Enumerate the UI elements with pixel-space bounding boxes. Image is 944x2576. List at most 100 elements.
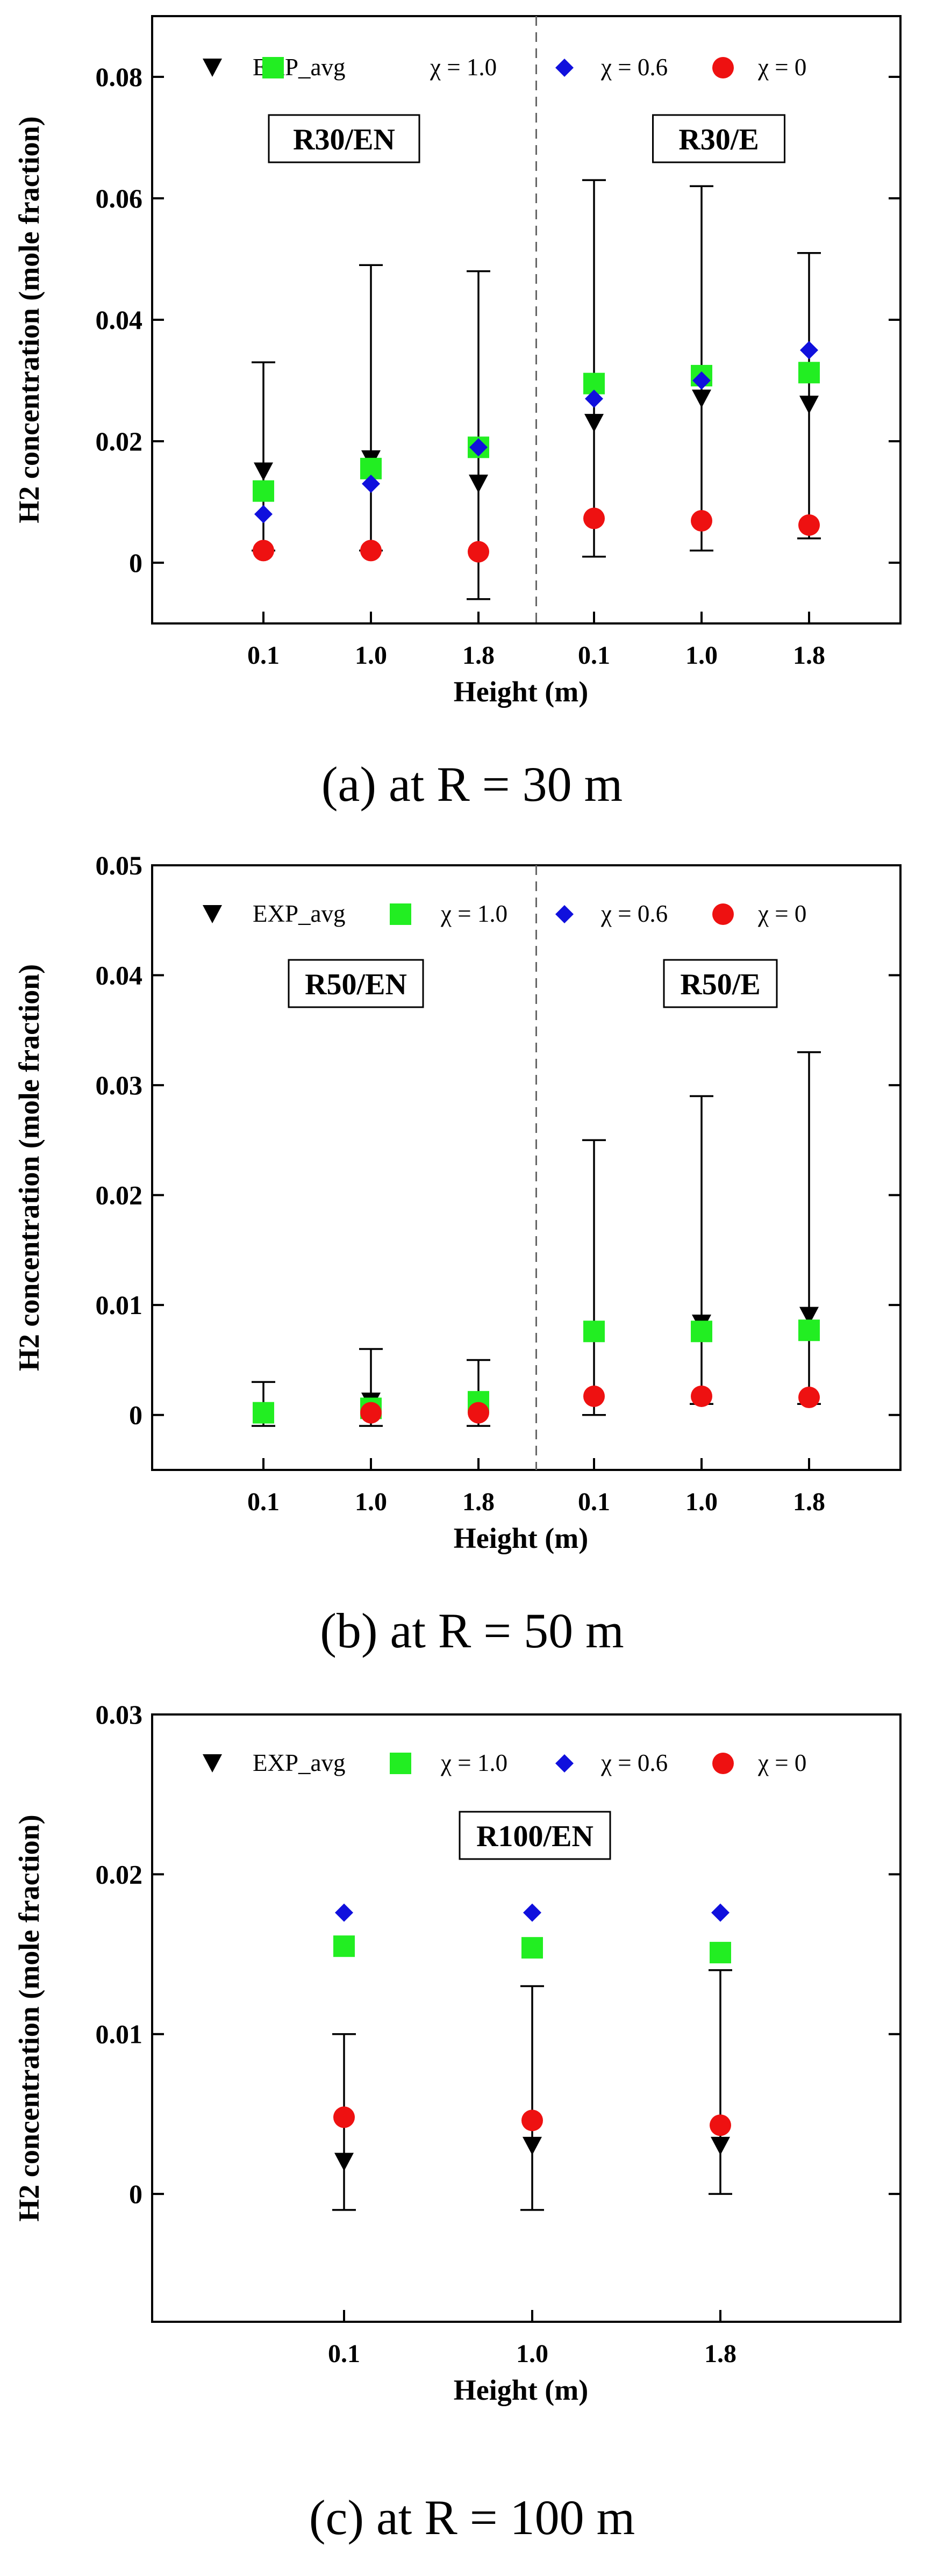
chart-panel-2: 0 0.01 0.02 0.03 0.04 0.05 0.1 1.0 1.8 0.1 1.0 1.8 H… [13, 850, 902, 1658]
data-point-exp [711, 2136, 730, 2155]
data-point-chi0 [333, 2106, 355, 2128]
legend-marker-exp [203, 1754, 222, 1773]
x-tick-label: 0.1 [578, 1488, 610, 1516]
region-label: R30/E [678, 123, 759, 156]
y-tick-label: 0 [129, 2179, 142, 2209]
data-point-chi06 [254, 505, 273, 523]
legend-label-chi06: χ = 0.6 [600, 900, 668, 927]
legend-marker-chi0 [712, 1753, 734, 1774]
legend-label-chi06: χ = 0.6 [600, 54, 668, 81]
legend-label-exp: EXP_avg [253, 1749, 346, 1776]
data-point-exp [334, 2152, 354, 2171]
x-tick-label: 0.1 [328, 2340, 360, 2368]
data-point-chi10 [253, 1402, 274, 1424]
y-axis-title: H2 concentration (mole fraction) [13, 116, 45, 523]
chart-panel-3: 0 0.01 0.02 0.03 0.1 1.0 1.8 Height (m) H2 conce… [13, 1699, 902, 2545]
region-label-box [459, 1811, 611, 1860]
data-point-chi0 [360, 1402, 382, 1424]
legend-marker-chi10 [390, 903, 411, 925]
y-tick-label: 0.02 [96, 1859, 143, 1889]
legend-label-chi10: χ = 1.0 [440, 900, 507, 927]
x-tick-label: 1.8 [793, 641, 825, 670]
x-tick-label: 1.8 [704, 2340, 736, 2368]
y-axis-title: H2 concentration (mole fraction) [13, 964, 45, 1371]
x-tick-label: 1.0 [355, 1488, 387, 1516]
data-point-chi0 [468, 1402, 489, 1424]
x-tick-label: 1.8 [462, 1488, 495, 1516]
data-point-chi0 [253, 540, 274, 562]
legend-label-exp: EXP_avg [253, 900, 346, 927]
legend-label-chi0: χ = 0 [757, 54, 806, 81]
data-point-chi06 [469, 438, 488, 457]
data-point-chi06 [800, 341, 818, 360]
data-point-chi0 [468, 541, 489, 563]
x-tick-label: 1.0 [516, 2340, 548, 2368]
y-tick-label: 0.08 [96, 62, 143, 92]
y-tick-label: 0 [129, 1400, 142, 1430]
data-point-chi10 [691, 1321, 712, 1343]
data-point-chi0 [691, 510, 712, 532]
x-axis-title: Height (m) [454, 2374, 588, 2406]
y-tick-label: 0.04 [96, 960, 143, 991]
data-point-exp [799, 396, 819, 414]
data-point-chi10 [798, 1319, 820, 1341]
x-tick-label: 0.1 [247, 1488, 280, 1516]
data-point-exp [523, 2136, 542, 2155]
region-label: R50/EN [305, 968, 407, 1001]
data-point-chi10 [521, 1937, 543, 1959]
y-tick-label: 0.03 [96, 1070, 143, 1100]
legend-marker-chi10 [390, 1753, 411, 1774]
data-point-chi0 [360, 540, 382, 562]
y-tick-label: 0.02 [96, 1180, 143, 1210]
legend-label-chi10: χ = 1.0 [440, 1749, 507, 1776]
panel-caption: (c) at R = 100 m [309, 2490, 635, 2545]
x-axis-title: Height (m) [454, 1522, 588, 1554]
legend-label-chi10: χ = 1.0 [430, 54, 497, 81]
data-point-chi06 [711, 1903, 730, 1922]
x-tick-label: 0.1 [578, 641, 610, 670]
data-point-exp [692, 389, 711, 408]
chart-panel-1: 0 0.02 0.04 0.06 0.08 0.1 1.0 1.8 0.1 1.0 1.8 Heigh… [13, 15, 902, 812]
region-label-box [268, 114, 420, 163]
data-point-chi0 [583, 1385, 605, 1407]
region-label-box [288, 959, 424, 1008]
x-tick-label: 1.8 [462, 641, 495, 670]
legend-label-chi0: χ = 0 [757, 1749, 806, 1776]
legend-label-chi06: χ = 0.6 [600, 1749, 668, 1776]
legend-marker-chi06 [555, 1754, 574, 1773]
data-point-chi10 [333, 1935, 355, 1957]
x-tick-label: 1.0 [685, 1488, 718, 1516]
data-point-chi0 [583, 507, 605, 529]
legend-marker-chi10 [262, 57, 284, 78]
data-point-chi0 [691, 1385, 712, 1407]
panel-caption: (a) at R = 30 m [321, 757, 623, 812]
y-axis-title: H2 concentration (mole fraction) [13, 1814, 45, 2221]
y-tick-label: 0.04 [96, 305, 143, 335]
region-label-box [663, 959, 778, 1008]
legend-marker-chi06 [555, 905, 574, 923]
legend-marker-chi06 [555, 59, 574, 77]
region-label: R30/EN [293, 123, 395, 156]
y-tick-label: 0 [129, 548, 142, 578]
data-point-chi06 [692, 371, 711, 390]
y-tick-label: 0.01 [96, 1290, 143, 1320]
legend-label-chi0: χ = 0 [757, 900, 806, 927]
data-point-chi10 [798, 362, 820, 384]
y-tick-label: 0.05 [96, 850, 143, 880]
y-tick-label: 0.02 [96, 426, 143, 456]
data-point-chi0 [710, 2114, 731, 2136]
data-point-exp [469, 475, 488, 493]
plot-frame [151, 864, 902, 1471]
region-label-box [652, 114, 785, 163]
legend-marker-exp [203, 905, 222, 923]
panel-caption: (b) at R = 50 m [320, 1603, 624, 1658]
data-point-chi10 [583, 1321, 605, 1343]
plot-frame [151, 15, 902, 625]
y-tick-label: 0.06 [96, 183, 143, 213]
legend-marker-chi0 [712, 57, 734, 78]
data-point-chi06 [523, 1903, 541, 1922]
data-point-chi06 [362, 475, 380, 493]
x-tick-label: 1.8 [793, 1488, 825, 1516]
legend-marker-chi0 [712, 903, 734, 925]
